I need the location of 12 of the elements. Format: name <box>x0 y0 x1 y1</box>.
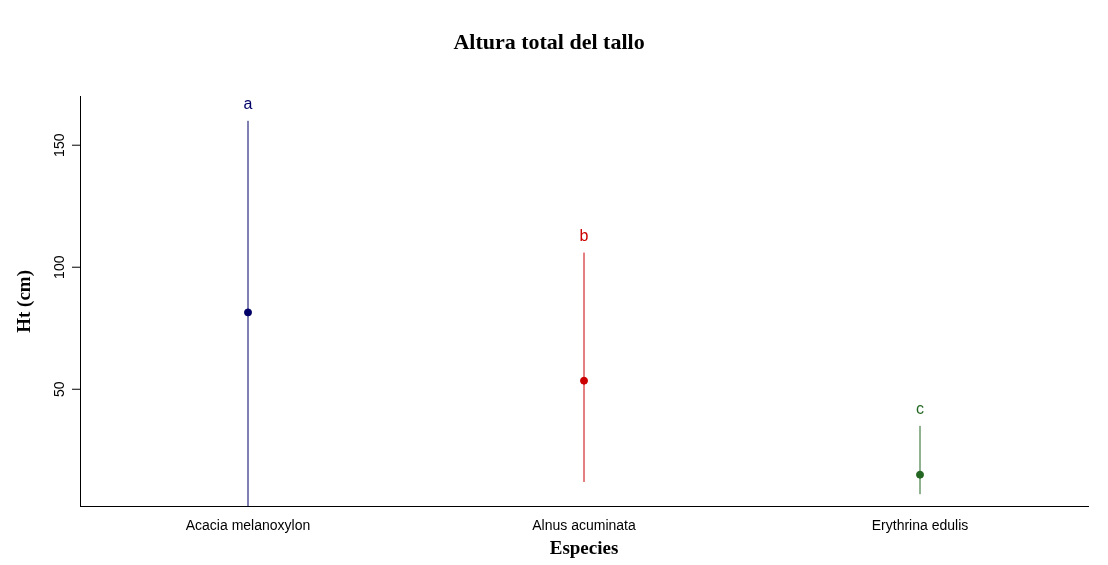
y-tick-label: 50 <box>50 381 67 398</box>
annotation: b <box>579 227 589 244</box>
chart-title: Altura total del tallo <box>453 28 645 54</box>
x-tick-label: Erythrina edulis <box>871 516 969 533</box>
y-tick-label: 150 <box>50 133 67 157</box>
x-axis-title: Especies <box>549 536 619 558</box>
x-tick-label: Alnus acuminata <box>532 516 636 533</box>
annotation: c <box>916 400 924 418</box>
y-tick-label: 100 <box>50 255 67 279</box>
x-tick-label: Acacia melanoxylon <box>185 516 311 533</box>
annotation: a <box>243 95 253 113</box>
y-axis-title: Ht (cm) <box>13 270 36 333</box>
